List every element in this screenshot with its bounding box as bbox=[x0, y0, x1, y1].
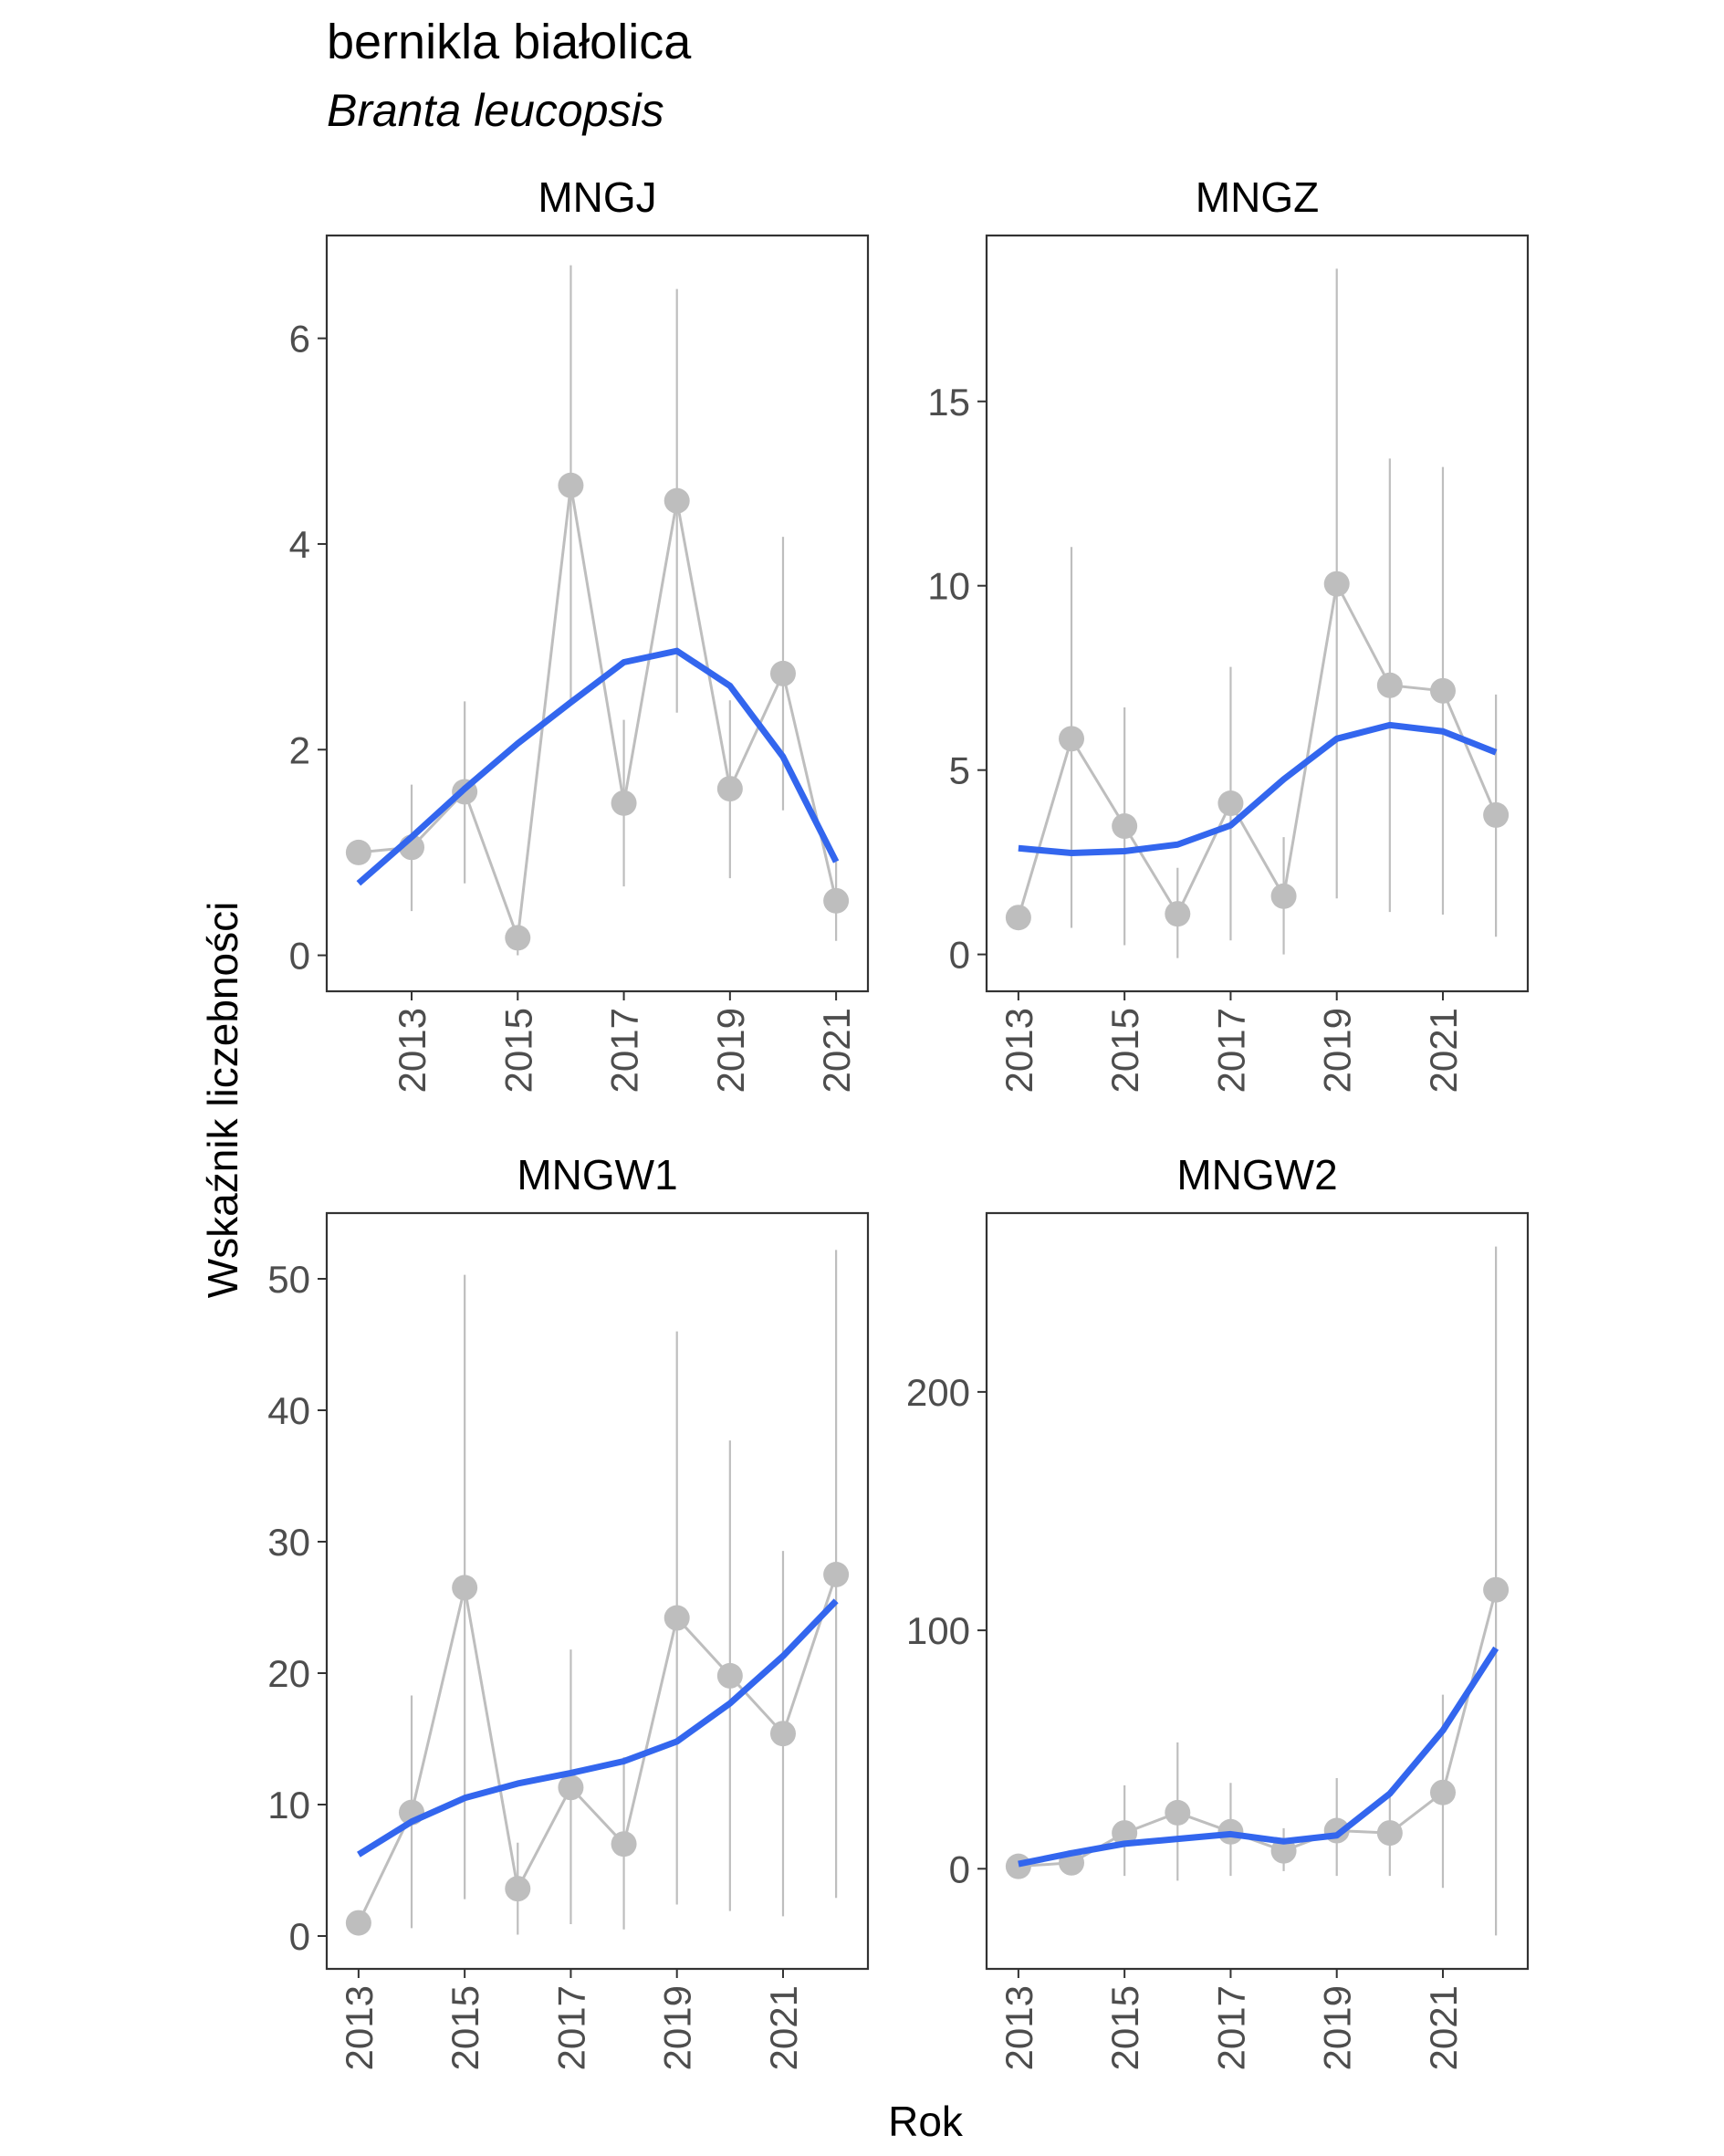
panel-title: MNGZ bbox=[1196, 173, 1319, 221]
observed-point bbox=[1483, 801, 1510, 828]
x-tick-label: 2015 bbox=[1103, 1008, 1146, 1093]
y-tick-label: 15 bbox=[927, 381, 970, 424]
observed-point bbox=[558, 1774, 584, 1801]
observed-point bbox=[1059, 726, 1085, 752]
observed-point bbox=[345, 839, 371, 865]
observed-line bbox=[357, 1574, 838, 1924]
observed-point bbox=[1429, 1779, 1456, 1805]
x-axis-label: Rok bbox=[888, 2098, 964, 2145]
y-tick-label: 50 bbox=[267, 1258, 310, 1301]
observed-point bbox=[1376, 1820, 1403, 1847]
y-tick-label: 6 bbox=[289, 318, 310, 361]
panel-mngw1: MNGW1 0 10 20 30 40 50 2013 2015 2017 2019 2021 bbox=[267, 1151, 870, 2070]
y-tick-label: 4 bbox=[289, 523, 310, 566]
observed-point bbox=[769, 660, 796, 686]
observed-point bbox=[558, 472, 584, 498]
observed-point bbox=[505, 1876, 531, 1902]
y-tick-label: 0 bbox=[949, 934, 970, 977]
observed-point bbox=[1270, 1837, 1297, 1864]
y-tick-label: 100 bbox=[906, 1609, 970, 1652]
trend-line bbox=[1018, 1646, 1499, 1868]
observed-point bbox=[716, 776, 743, 802]
x-tick-label: 2019 bbox=[656, 1985, 699, 2070]
observed-point bbox=[1483, 1576, 1510, 1603]
y-tick-label: 30 bbox=[267, 1521, 310, 1564]
observed-point bbox=[716, 1662, 743, 1689]
panels: MNGJ 0 2 4 6 2013 2015 2017 2019 2021 MNGZ 0 5 10 15 20… bbox=[267, 173, 1530, 2070]
x-tick-label: 2013 bbox=[391, 1008, 434, 1093]
observed-point bbox=[1270, 883, 1297, 909]
panel-border bbox=[985, 1211, 1530, 1971]
observed-point bbox=[663, 1605, 690, 1631]
panel-title: MNGW2 bbox=[1176, 1151, 1337, 1198]
x-tick-label: 2021 bbox=[1422, 1985, 1465, 2070]
x-tick-label: 2013 bbox=[998, 1008, 1040, 1093]
x-tick-label: 2021 bbox=[762, 1985, 805, 2070]
observed-point bbox=[1217, 790, 1244, 817]
y-tick-label: 0 bbox=[289, 1915, 310, 1958]
observed-point bbox=[611, 1831, 637, 1858]
observed-point bbox=[769, 1721, 796, 1747]
observed-point bbox=[505, 925, 531, 951]
y-tick-label: 40 bbox=[267, 1389, 310, 1432]
observed-point bbox=[1005, 905, 1031, 931]
observed-point bbox=[1165, 1799, 1191, 1826]
panel-border bbox=[325, 1211, 870, 1971]
x-tick-label: 2015 bbox=[444, 1985, 486, 2070]
panel-title: MNGJ bbox=[538, 173, 656, 221]
panel-mngw2: MNGW2 0 100 200 2013 2015 2017 2019 2021 bbox=[906, 1151, 1530, 2070]
x-tick-label: 2017 bbox=[603, 1008, 646, 1093]
panel-border bbox=[325, 234, 870, 993]
observed-point bbox=[1429, 677, 1456, 704]
trend-line bbox=[1018, 721, 1498, 857]
observed-point bbox=[823, 887, 850, 914]
observed-point bbox=[1005, 1853, 1031, 1879]
observed-point bbox=[1323, 570, 1350, 597]
x-tick-label: 2017 bbox=[1209, 1985, 1252, 2070]
observed-line bbox=[1017, 582, 1498, 918]
panel-mngj: MNGJ 0 2 4 6 2013 2015 2017 2019 2021 bbox=[289, 173, 870, 1093]
observed-line bbox=[358, 484, 838, 939]
trend-line bbox=[357, 1598, 839, 1858]
x-tick-label: 2021 bbox=[815, 1008, 858, 1093]
x-tick-label: 2015 bbox=[1103, 1985, 1146, 2070]
observed-point bbox=[663, 487, 690, 514]
panel-title: MNGW1 bbox=[517, 1151, 677, 1198]
y-tick-label: 20 bbox=[267, 1652, 310, 1695]
x-tick-label: 2017 bbox=[549, 1985, 592, 2070]
observed-line bbox=[1018, 1589, 1498, 1868]
chart-title: bernikla białolica bbox=[327, 15, 692, 69]
observed-point bbox=[1112, 1820, 1138, 1847]
chart-subtitle: Branta leucopsis bbox=[327, 85, 664, 136]
observed-point bbox=[345, 1910, 371, 1936]
observed-point bbox=[1376, 672, 1403, 698]
y-tick-label: 0 bbox=[289, 935, 310, 978]
trend-line bbox=[356, 647, 840, 886]
y-axis-label: Wskaźnik liczebności bbox=[199, 902, 246, 1299]
x-tick-label: 2021 bbox=[1422, 1008, 1465, 1093]
y-tick-label: 0 bbox=[949, 1847, 970, 1890]
observed-point bbox=[1112, 813, 1138, 840]
panel-mngz: MNGZ 0 5 10 15 2013 2015 2017 2019 2021 bbox=[927, 173, 1530, 1093]
x-tick-label: 2017 bbox=[1209, 1008, 1252, 1093]
x-tick-label: 2019 bbox=[1316, 1985, 1359, 2070]
x-tick-label: 2019 bbox=[709, 1008, 752, 1093]
x-tick-label: 2013 bbox=[998, 1985, 1040, 2070]
panel-border bbox=[985, 234, 1530, 993]
observed-point bbox=[823, 1562, 850, 1587]
x-tick-label: 2015 bbox=[496, 1008, 539, 1093]
observed-point bbox=[452, 1575, 478, 1601]
y-tick-label: 2 bbox=[289, 728, 310, 771]
y-tick-label: 10 bbox=[267, 1784, 310, 1826]
x-tick-label: 2013 bbox=[338, 1985, 381, 2070]
y-tick-label: 5 bbox=[949, 749, 970, 792]
x-tick-label: 2019 bbox=[1316, 1008, 1359, 1093]
y-tick-label: 200 bbox=[906, 1371, 970, 1414]
observed-point bbox=[1165, 901, 1191, 927]
y-tick-label: 10 bbox=[927, 565, 970, 608]
observed-point bbox=[611, 790, 637, 816]
